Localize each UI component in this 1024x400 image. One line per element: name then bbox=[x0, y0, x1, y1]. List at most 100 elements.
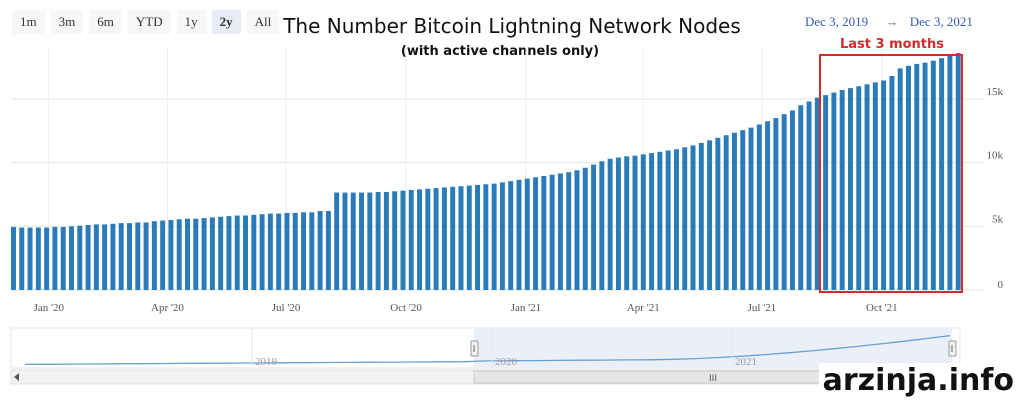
range-from[interactable]: Dec 3, 2019 bbox=[805, 14, 869, 29]
bar bbox=[698, 142, 704, 290]
bar-series bbox=[11, 53, 961, 291]
zoom-button-3m[interactable]: 3m bbox=[50, 10, 84, 34]
x-tick-label: Jan '20 bbox=[34, 302, 65, 314]
y-axis-ticks: 0 5k 10k 15k bbox=[987, 86, 1004, 291]
bar bbox=[475, 184, 481, 290]
bar bbox=[251, 214, 257, 290]
bar bbox=[93, 224, 99, 290]
zoom-button-1y[interactable]: 1y bbox=[176, 10, 206, 34]
bar bbox=[44, 227, 50, 290]
bar bbox=[516, 179, 522, 290]
date-range-display: Dec 3, 2019 → Dec 3, 2021 bbox=[805, 14, 973, 30]
bar bbox=[831, 92, 837, 290]
bar bbox=[748, 127, 754, 290]
bar bbox=[483, 184, 489, 290]
y-tick-label: 15k bbox=[987, 86, 1004, 98]
bar bbox=[607, 158, 613, 290]
bar bbox=[789, 110, 795, 290]
bar bbox=[524, 178, 530, 290]
bar bbox=[872, 82, 878, 290]
zoom-button-6m[interactable]: 6m bbox=[89, 10, 122, 34]
bar bbox=[582, 167, 588, 290]
bar bbox=[176, 219, 182, 290]
bar bbox=[905, 65, 911, 290]
bar bbox=[417, 189, 423, 290]
bar bbox=[27, 227, 33, 290]
bar bbox=[69, 226, 74, 290]
bar bbox=[955, 53, 961, 291]
bar bbox=[110, 223, 116, 290]
navigator-year-label: 2019 bbox=[255, 356, 278, 368]
bar bbox=[624, 156, 630, 290]
x-tick-label: Oct '21 bbox=[866, 302, 898, 314]
bar bbox=[267, 213, 273, 290]
zoom-button-2y[interactable]: 2y bbox=[211, 10, 241, 34]
bar bbox=[599, 161, 605, 290]
bar bbox=[881, 80, 887, 290]
bar bbox=[350, 192, 356, 290]
bar bbox=[259, 214, 265, 290]
grid-lines bbox=[11, 48, 985, 291]
bar bbox=[897, 68, 903, 290]
bar bbox=[673, 149, 679, 290]
zoom-button-1m[interactable]: 1m bbox=[12, 10, 45, 34]
bar bbox=[392, 191, 398, 290]
bar bbox=[947, 55, 953, 290]
range-arrow: → bbox=[885, 14, 899, 29]
bar bbox=[226, 216, 232, 290]
bar bbox=[408, 190, 414, 290]
bar bbox=[234, 215, 240, 290]
bar bbox=[798, 105, 804, 290]
bar bbox=[441, 187, 447, 290]
bar bbox=[143, 222, 149, 290]
watermark: arzinja.info bbox=[818, 363, 1018, 398]
bar bbox=[756, 124, 762, 290]
bar bbox=[193, 218, 199, 290]
bar bbox=[557, 173, 563, 290]
bar bbox=[325, 211, 331, 290]
zoom-button-all[interactable]: All bbox=[246, 10, 280, 34]
bar bbox=[201, 218, 207, 290]
bar bbox=[400, 190, 406, 290]
bar bbox=[690, 145, 696, 290]
bar bbox=[425, 188, 431, 290]
bar bbox=[433, 188, 439, 290]
bar bbox=[781, 114, 787, 290]
bar bbox=[591, 164, 597, 290]
zoom-button-ytd[interactable]: YTD bbox=[127, 10, 171, 34]
bar bbox=[151, 221, 157, 290]
scrollbar-grip: III bbox=[709, 374, 717, 384]
bar bbox=[649, 153, 655, 290]
bar bbox=[127, 223, 132, 290]
bar bbox=[806, 101, 812, 291]
bar bbox=[60, 226, 66, 290]
navigator-selection[interactable] bbox=[474, 328, 952, 368]
bar bbox=[19, 227, 25, 290]
bar bbox=[85, 225, 91, 290]
bar bbox=[814, 97, 820, 290]
bar bbox=[665, 150, 671, 290]
bar bbox=[367, 192, 373, 290]
bar bbox=[334, 192, 340, 290]
bar bbox=[765, 121, 771, 291]
bar bbox=[682, 147, 688, 290]
x-tick-label: Jul '21 bbox=[748, 302, 777, 314]
bar bbox=[574, 170, 580, 290]
bar bbox=[707, 140, 713, 290]
x-tick-label: Apr '20 bbox=[151, 302, 184, 314]
bar bbox=[864, 84, 870, 290]
bar bbox=[135, 222, 141, 290]
navigator-year-label: 2020 bbox=[495, 356, 518, 368]
chart-subtitle: (with active channels only) bbox=[400, 44, 600, 59]
bar bbox=[102, 224, 108, 290]
bar bbox=[35, 227, 41, 290]
bar bbox=[640, 154, 646, 290]
bar bbox=[185, 218, 190, 290]
x-axis-ticks: Jan '20 Apr '20 Jul '20 Oct '20 Jan '21 Apr '… bbox=[34, 302, 898, 314]
highlight-box bbox=[819, 54, 963, 293]
bar bbox=[309, 212, 315, 290]
scroll-left-arrow-icon[interactable] bbox=[14, 373, 19, 381]
range-to[interactable]: Dec 3, 2021 bbox=[909, 14, 973, 29]
x-tick-label: Jul '20 bbox=[272, 302, 301, 314]
bar bbox=[209, 217, 215, 290]
